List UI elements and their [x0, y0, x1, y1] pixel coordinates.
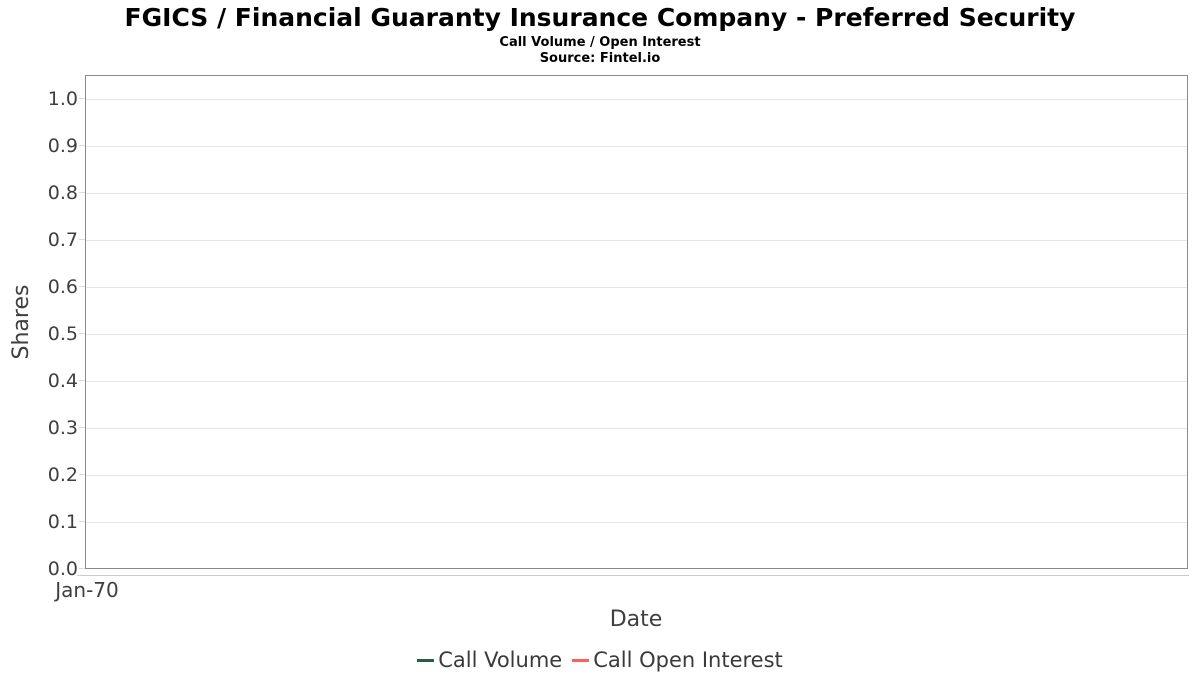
- legend-line-swatch-icon: [417, 658, 435, 662]
- y-gridline: [86, 428, 1187, 429]
- y-tick-label: 0.0: [47, 558, 78, 580]
- y-tick-mark: [79, 98, 85, 99]
- chart-title: FGICS / Financial Guaranty Insurance Com…: [124, 3, 1076, 32]
- legend-label: Call Open Interest: [593, 648, 783, 672]
- y-tick-mark: [79, 568, 85, 569]
- y-tick-mark: [79, 380, 85, 381]
- y-gridline: [86, 381, 1187, 382]
- y-gridline: [86, 146, 1187, 147]
- legend-line-swatch-icon: [572, 658, 590, 662]
- y-gridline: [86, 334, 1187, 335]
- plot-area: [85, 75, 1188, 569]
- x-axis-line: [77, 575, 1189, 576]
- y-tick-mark: [79, 239, 85, 240]
- y-gridline: [86, 240, 1187, 241]
- y-tick-mark: [79, 145, 85, 146]
- chart-subtitle: Call Volume / Open Interest: [499, 35, 701, 50]
- y-gridline: [86, 475, 1187, 476]
- y-tick-mark: [79, 333, 85, 334]
- y-gridline: [86, 99, 1187, 100]
- y-tick-label: 0.3: [47, 417, 78, 439]
- source-credit: Source: Fintel.io: [539, 51, 661, 66]
- y-tick-mark: [79, 192, 85, 193]
- chart-legend: Call Volume Call Open Interest: [0, 646, 1200, 674]
- y-tick-label: 0.9: [47, 135, 78, 157]
- y-gridline: [86, 522, 1187, 523]
- legend-item-call-volume[interactable]: Call Volume: [417, 648, 562, 672]
- y-tick-label: 1.0: [47, 88, 78, 110]
- y-gridline: [86, 287, 1187, 288]
- y-tick-mark: [79, 521, 85, 522]
- y-gridline: [86, 193, 1187, 194]
- y-tick-label: 0.6: [47, 276, 78, 298]
- y-tick-mark: [79, 474, 85, 475]
- y-tick-mark: [79, 286, 85, 287]
- x-axis-title: Date: [609, 607, 663, 632]
- y-tick-label: 0.4: [47, 370, 78, 392]
- y-tick-label: 0.5: [47, 323, 78, 345]
- y-tick-label: 0.7: [47, 229, 78, 251]
- y-tick-label: 0.1: [47, 511, 78, 533]
- y-tick-label: 0.2: [47, 464, 78, 486]
- y-tick-mark: [79, 427, 85, 428]
- y-tick-label: 0.8: [47, 182, 78, 204]
- legend-label: Call Volume: [438, 648, 563, 672]
- x-tick-label: Jan-70: [55, 578, 119, 602]
- legend-item-call-open-interest[interactable]: Call Open Interest: [572, 648, 783, 672]
